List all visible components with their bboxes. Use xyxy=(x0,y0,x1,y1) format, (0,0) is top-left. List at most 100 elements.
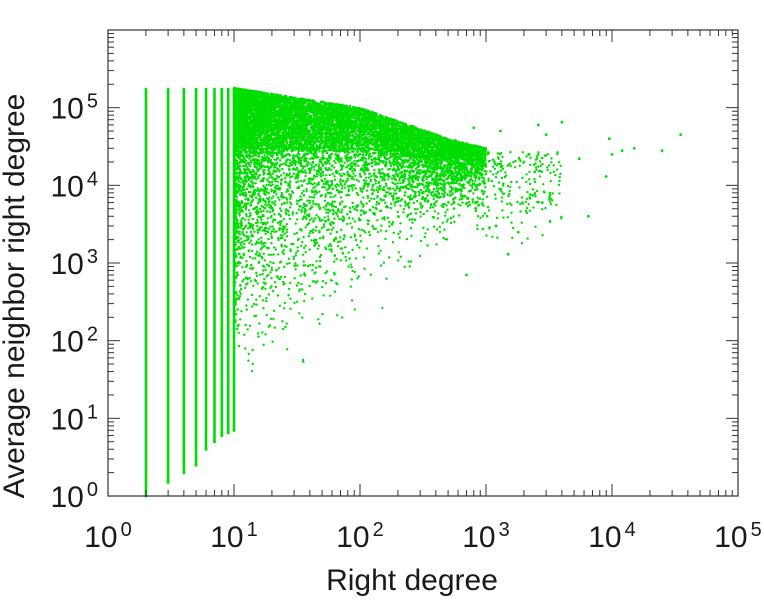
data-point xyxy=(271,210,275,213)
data-point xyxy=(409,227,413,230)
data-point xyxy=(413,208,417,211)
data-point xyxy=(245,213,248,216)
data-point xyxy=(371,165,374,168)
data-point xyxy=(249,230,253,234)
data-point xyxy=(434,177,438,181)
data-point xyxy=(397,232,400,236)
data-point xyxy=(291,211,295,214)
data-point xyxy=(269,232,273,235)
data-point xyxy=(372,183,375,186)
data-point xyxy=(238,211,241,214)
data-point xyxy=(265,230,268,233)
data-point xyxy=(234,299,237,302)
data-point xyxy=(265,275,268,278)
data-point xyxy=(302,194,305,197)
data-point xyxy=(296,180,300,183)
data-point xyxy=(265,313,268,317)
data-point xyxy=(241,161,244,164)
data-point xyxy=(419,211,422,214)
data-point xyxy=(270,214,273,218)
data-point xyxy=(390,202,393,205)
data-point xyxy=(321,150,324,153)
data-point xyxy=(419,239,423,243)
data-point xyxy=(284,208,288,211)
data-point xyxy=(332,212,335,215)
data-point xyxy=(273,165,276,169)
data-point xyxy=(289,297,292,300)
data-point xyxy=(388,167,391,171)
data-point xyxy=(300,198,303,201)
data-point xyxy=(350,299,354,302)
data-point xyxy=(254,182,257,185)
data-point xyxy=(314,163,318,167)
data-point xyxy=(263,199,266,203)
data-point xyxy=(322,206,325,209)
data-point xyxy=(274,285,278,289)
data-point xyxy=(237,344,241,348)
data-point xyxy=(312,228,315,231)
data-point xyxy=(271,180,274,183)
data-point xyxy=(286,198,289,201)
data-point xyxy=(238,295,242,298)
data-point xyxy=(288,186,292,189)
data-point xyxy=(432,195,436,198)
data-point xyxy=(409,260,413,263)
data-point xyxy=(263,244,266,248)
data-point xyxy=(166,480,170,484)
data-point xyxy=(279,207,282,210)
data-point xyxy=(315,214,318,217)
data-point xyxy=(267,180,270,183)
data-point xyxy=(260,240,263,243)
data-point xyxy=(402,207,405,211)
data-point xyxy=(370,197,373,200)
data-point xyxy=(330,228,333,231)
data-point xyxy=(419,203,422,206)
data-point xyxy=(239,287,243,291)
data-point xyxy=(336,283,339,286)
data-point xyxy=(239,292,242,295)
data-point xyxy=(338,218,341,221)
data-point xyxy=(461,194,464,198)
data-point xyxy=(308,219,312,222)
data-point xyxy=(243,218,247,221)
data-point xyxy=(359,213,363,216)
data-point xyxy=(361,187,364,191)
data-point xyxy=(253,278,257,282)
data-point xyxy=(260,215,263,219)
data-point xyxy=(342,237,345,241)
data-point xyxy=(362,179,366,182)
data-point xyxy=(409,194,412,197)
data-point xyxy=(405,237,409,241)
data-point xyxy=(370,155,373,158)
data-point xyxy=(441,221,444,224)
data-point xyxy=(292,172,295,175)
data-point xyxy=(386,216,390,220)
data-point xyxy=(278,228,281,232)
data-point xyxy=(236,294,239,297)
data-point xyxy=(300,192,304,195)
data-point xyxy=(308,284,311,288)
data-point xyxy=(351,248,354,252)
data-point xyxy=(411,221,414,224)
data-point xyxy=(250,180,253,184)
data-point xyxy=(434,204,437,207)
data-point xyxy=(416,169,419,172)
data-point xyxy=(325,174,328,177)
data-point xyxy=(247,235,250,238)
data-point xyxy=(240,189,243,192)
data-point xyxy=(459,194,462,198)
data-point xyxy=(326,228,329,232)
data-point xyxy=(302,260,305,263)
data-point xyxy=(328,162,331,165)
data-point xyxy=(343,183,346,186)
data-point xyxy=(241,256,244,259)
data-point xyxy=(248,277,251,280)
data-point xyxy=(267,201,270,204)
data-point xyxy=(299,179,303,183)
data-point xyxy=(276,184,279,187)
data-point xyxy=(329,242,332,246)
data-point xyxy=(283,301,287,305)
data-point xyxy=(255,298,258,301)
data-point xyxy=(327,215,330,218)
data-point xyxy=(418,182,421,185)
